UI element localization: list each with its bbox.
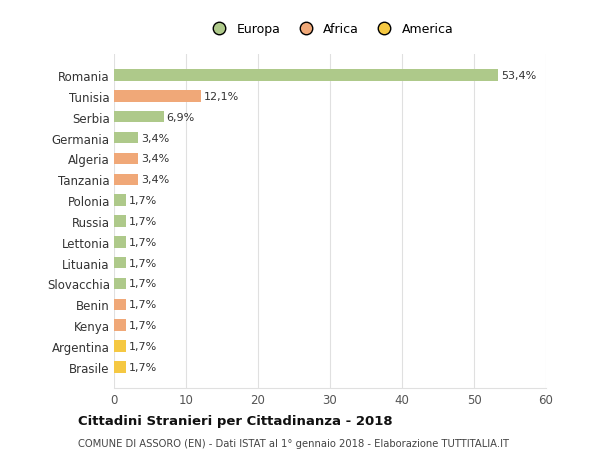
Text: 1,7%: 1,7% [129, 217, 157, 226]
Text: 1,7%: 1,7% [129, 279, 157, 289]
Text: Cittadini Stranieri per Cittadinanza - 2018: Cittadini Stranieri per Cittadinanza - 2… [78, 414, 392, 428]
Text: 1,7%: 1,7% [129, 320, 157, 330]
Bar [114, 257, 126, 269]
Text: COMUNE DI ASSORO (EN) - Dati ISTAT al 1° gennaio 2018 - Elaborazione TUTTITALIA.: COMUNE DI ASSORO (EN) - Dati ISTAT al 1°… [78, 438, 509, 448]
Bar [114, 112, 164, 123]
Text: 6,9%: 6,9% [167, 112, 195, 123]
Text: 53,4%: 53,4% [502, 71, 536, 81]
Bar [114, 91, 201, 102]
Text: 1,7%: 1,7% [129, 237, 157, 247]
Text: 1,7%: 1,7% [129, 196, 157, 206]
Bar [114, 361, 126, 373]
Text: 1,7%: 1,7% [129, 258, 157, 268]
Text: 3,4%: 3,4% [142, 154, 170, 164]
Text: 1,7%: 1,7% [129, 341, 157, 351]
Bar [114, 133, 139, 144]
Bar [114, 70, 499, 82]
Legend: Europa, Africa, America: Europa, Africa, America [202, 18, 458, 41]
Bar [114, 195, 126, 207]
Bar [114, 320, 126, 331]
Bar [114, 236, 126, 248]
Bar [114, 174, 139, 185]
Bar [114, 299, 126, 310]
Bar [114, 216, 126, 227]
Text: 3,4%: 3,4% [142, 133, 170, 143]
Bar [114, 153, 139, 165]
Bar [114, 341, 126, 352]
Text: 1,7%: 1,7% [129, 300, 157, 310]
Text: 3,4%: 3,4% [142, 175, 170, 185]
Text: 1,7%: 1,7% [129, 362, 157, 372]
Bar [114, 278, 126, 290]
Text: 12,1%: 12,1% [204, 92, 239, 102]
